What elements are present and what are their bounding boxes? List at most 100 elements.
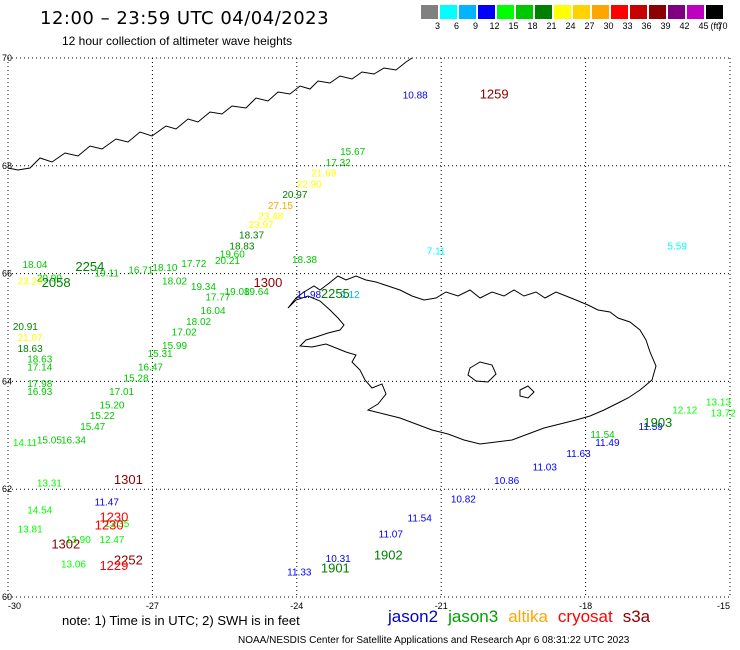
- swh-value: 13.35: [104, 519, 129, 530]
- swh-value: 11.59: [639, 422, 664, 433]
- swh-value: 13.13: [706, 398, 731, 409]
- swh-value: 23.48: [258, 212, 283, 223]
- coastline: [7, 57, 657, 445]
- swh-value: 11.49: [595, 438, 620, 449]
- legend-swatch: [668, 5, 685, 19]
- swh-value: 16.04: [201, 306, 226, 317]
- swh-value: 19.08: [225, 287, 250, 298]
- legend-label: 6: [453, 21, 459, 31]
- swh-value: 13.31: [37, 479, 62, 490]
- swh-value: 18.37: [239, 231, 264, 242]
- legend-label: 36: [641, 21, 652, 31]
- legend-label: 15: [508, 21, 519, 31]
- map-axes: -30 -27 -24 -21 -18 -15 70 68 66 64 62 60: [2, 53, 730, 611]
- swh-value: 10.86: [494, 476, 519, 487]
- pass-time: 1302: [51, 536, 80, 551]
- swh-value: 15.22: [90, 411, 115, 422]
- pass-time: 1230: [99, 510, 128, 525]
- legend-swatch: [440, 5, 457, 19]
- swh-value: 21.69: [311, 169, 336, 180]
- swh-value: 19.64: [244, 287, 269, 298]
- footnote: note: 1) Time is in UTC; 2) SWH is in fe…: [62, 613, 300, 628]
- swh-value: 11.33: [287, 567, 312, 578]
- swh-value: 19.11: [95, 268, 120, 279]
- swh-value: 14.11: [13, 438, 38, 449]
- swh-value: 15.28: [124, 373, 149, 384]
- swh-value: 20.97: [282, 190, 307, 201]
- swh-value: 18.10: [152, 263, 177, 274]
- swh-value: 15.67: [340, 147, 365, 158]
- swh-value: 11.54: [408, 514, 433, 525]
- greenland-coastline: [7, 57, 413, 171]
- legend-label: 24: [565, 21, 576, 31]
- swh-value: 11.54: [590, 430, 615, 441]
- legend-label: 45: [698, 21, 709, 31]
- pass-time: 2254: [75, 259, 104, 274]
- swh-value: 13.72: [711, 408, 736, 419]
- legend-label: 42: [679, 21, 690, 31]
- swh-value: 18.38: [292, 255, 317, 266]
- legend-unit: (ft): [710, 21, 722, 31]
- legend-swatch: [554, 5, 571, 19]
- swh-value: 11.98: [297, 290, 322, 301]
- swh-value: 27.15: [268, 201, 293, 212]
- swh-value: 16.47: [138, 363, 163, 374]
- swh-value: 19.60: [220, 249, 245, 260]
- swh-value: 11.63: [566, 449, 591, 460]
- pass-time: 1259: [480, 86, 509, 101]
- swh-value: 15.31: [148, 349, 173, 360]
- swh-value: 23.97: [249, 220, 274, 231]
- iceland-coastline: [287, 275, 657, 445]
- legend-label: 9: [472, 21, 478, 31]
- swh-value: 18.63: [18, 344, 43, 355]
- pass-time: 2252: [114, 553, 143, 568]
- lon-tick-label: -15: [717, 601, 730, 611]
- lat-tick-label: 62: [2, 484, 12, 494]
- legend-swatch: [611, 5, 628, 19]
- legend-label: 27: [584, 21, 595, 31]
- legend-label: 21: [546, 21, 557, 31]
- swh-value: 18.04: [22, 260, 47, 271]
- pass-time: 2058: [42, 275, 71, 290]
- lon-tick-label: -18: [579, 601, 592, 611]
- legend-label: 70: [717, 21, 728, 31]
- legend-swatch: [687, 5, 704, 19]
- swh-value: 13.06: [61, 559, 86, 570]
- page-title: 12:00 – 23:59 UTC 04/04/2023: [40, 8, 330, 29]
- swh-value: 12.12: [672, 406, 697, 417]
- legend-swatch: [706, 5, 723, 19]
- lat-tick-label: 68: [2, 161, 12, 171]
- swh-value: 12.47: [99, 535, 124, 546]
- swh-value: 16.34: [61, 435, 86, 446]
- swh-value: 11.47: [95, 497, 120, 508]
- legend-swatch: [535, 5, 552, 19]
- legend-label: 3: [434, 21, 440, 31]
- pass-time: 1901: [321, 561, 350, 576]
- swh-value: 18.63: [27, 355, 52, 366]
- lat-tick-label: 60: [2, 592, 12, 602]
- legend-swatch: [421, 5, 438, 19]
- pass-time: 1230: [95, 518, 124, 533]
- pass-time: 1903: [643, 415, 672, 430]
- legend-label: 12: [489, 21, 500, 31]
- swh-value: 19.34: [191, 282, 216, 293]
- swh-value: 20.91: [13, 322, 38, 333]
- iceland-lake: [467, 361, 497, 383]
- swh-value: 17.02: [172, 328, 197, 339]
- pass-time: 1301: [114, 472, 143, 487]
- legend-swatch: [497, 5, 514, 19]
- legend-swatch: [573, 5, 590, 19]
- satellite-label: jason3: [448, 607, 499, 626]
- lon-tick-label: -27: [146, 601, 159, 611]
- legend-label: 33: [622, 21, 633, 31]
- swh-value: 11.03: [533, 462, 558, 473]
- swh-value: 11.07: [379, 530, 404, 541]
- swh-value: 16.71: [128, 266, 153, 277]
- swh-value: 17.77: [205, 293, 230, 304]
- legend-label: 30: [603, 21, 614, 31]
- iceland-lake-2: [519, 385, 535, 399]
- lon-tick-label: -24: [290, 601, 303, 611]
- satellite-label: s3a: [622, 607, 651, 626]
- swh-value: 22.90: [297, 179, 322, 190]
